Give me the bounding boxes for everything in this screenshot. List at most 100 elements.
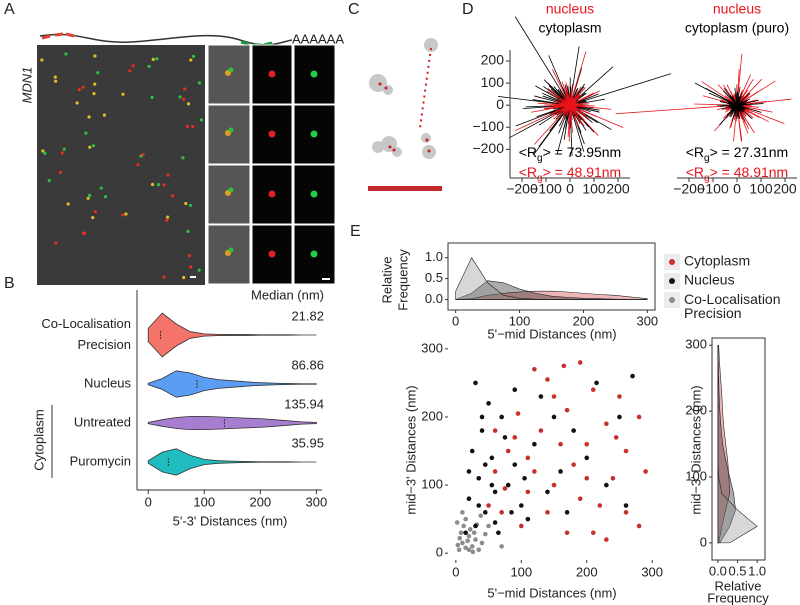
- density-area: [717, 344, 730, 544]
- spot: [141, 152, 145, 157]
- spot: [166, 215, 170, 219]
- rg-line: [533, 104, 571, 145]
- scatter-point: [551, 414, 557, 420]
- x-axis-title: 5'−mid Distances (nm): [487, 326, 616, 341]
- spot: [96, 71, 100, 75]
- spot: [91, 144, 96, 148]
- spot: [124, 212, 128, 216]
- scatter-point: [460, 510, 465, 515]
- scatter-point: [467, 527, 473, 532]
- y-tick-label: 1.0: [425, 249, 443, 264]
- rg-line: [543, 104, 571, 110]
- spot: [156, 182, 161, 187]
- spot: [88, 145, 92, 149]
- x-tick-label: 100: [749, 181, 773, 197]
- micrograph: [37, 45, 205, 285]
- scatter-point: [525, 489, 531, 495]
- scatter-point: [532, 469, 537, 474]
- spot: [62, 147, 66, 151]
- spot: [155, 57, 159, 61]
- rg-line: [726, 104, 738, 116]
- density-area: [455, 290, 648, 300]
- spot: [187, 254, 192, 258]
- x-tick-label: −100: [697, 181, 729, 197]
- mrna-schematic: [39, 33, 293, 46]
- scatter-point: [478, 513, 484, 519]
- scatter-point: [545, 377, 550, 382]
- scatter-point: [636, 414, 642, 420]
- scatter-point: [518, 503, 524, 508]
- spot: [91, 216, 95, 220]
- spot: [84, 131, 88, 135]
- spot: [99, 186, 103, 190]
- scatter-point: [558, 441, 563, 447]
- spot: [83, 231, 87, 235]
- scatter-point: [499, 414, 504, 420]
- scatter-point: [594, 380, 599, 386]
- x-tick-label: 100: [193, 494, 215, 509]
- rg-line: [569, 105, 579, 128]
- scatter-point: [466, 533, 472, 539]
- rg-prefix: <R: [519, 164, 537, 180]
- rg-line: [569, 99, 574, 106]
- scatter-point: [492, 489, 498, 495]
- spot: [189, 265, 193, 269]
- legend-label: Cytoplasm: [684, 253, 750, 269]
- y-tick-label: 0.5: [425, 270, 443, 285]
- spot: [66, 202, 70, 206]
- scatter-point: [483, 510, 488, 515]
- scatter-point: [525, 455, 531, 461]
- scatter-point: [532, 366, 537, 372]
- legend-label: Nucleus: [684, 272, 735, 288]
- spot: [184, 201, 188, 206]
- scatter-point: [564, 530, 570, 536]
- x-tick-label: 300: [641, 564, 663, 579]
- scatter-point: [577, 360, 583, 365]
- rg-line: [736, 86, 741, 106]
- scatter-point: [545, 489, 550, 495]
- zoom-tiles: [207, 44, 336, 285]
- rg-prefix: <R: [686, 164, 704, 180]
- scatter-point: [597, 503, 603, 508]
- scatter-point: [561, 363, 567, 369]
- rg-suffix: > = 48.91nm: [710, 164, 789, 180]
- spot: [93, 209, 98, 214]
- spot: [171, 194, 175, 198]
- rg-line: [569, 104, 590, 120]
- spot: [310, 130, 318, 138]
- scatter-point: [470, 549, 476, 555]
- x-tick-label: −100: [530, 181, 562, 197]
- scatter-point: [483, 462, 488, 467]
- scatter-point: [512, 387, 518, 393]
- y-axis-title: mid−3' Distances (nm): [403, 385, 418, 514]
- x-tick-label: 200: [249, 494, 271, 509]
- scatter-point: [486, 401, 491, 406]
- category-label: Precision: [78, 337, 131, 352]
- series-title: nucleus: [713, 1, 761, 17]
- scatter-point: [458, 530, 464, 536]
- x-tick-label: 300: [636, 313, 658, 328]
- spot: [121, 213, 125, 217]
- scatter-point: [538, 394, 544, 399]
- violin: [147, 370, 317, 398]
- spot: [75, 101, 79, 105]
- x-tick-label: 0.0: [709, 563, 727, 578]
- rg-line: [551, 104, 571, 118]
- spot: [121, 92, 125, 96]
- panel-label: E: [350, 223, 361, 240]
- rg-line: [701, 81, 738, 106]
- category-label: Untreated: [74, 414, 131, 429]
- rg-line: [569, 104, 624, 129]
- rg-prefix: <R: [686, 144, 704, 160]
- category-label: Co-Localisation: [41, 316, 131, 331]
- scatter-point: [564, 407, 570, 413]
- rg-line: [569, 101, 572, 106]
- legend-marker: [669, 259, 675, 265]
- spot: [81, 85, 85, 89]
- rg-line: [569, 85, 576, 106]
- panel-label: A: [4, 1, 15, 18]
- scatter-point: [590, 530, 596, 536]
- x-tick-label: 100: [582, 181, 606, 197]
- rg-line: [734, 103, 738, 106]
